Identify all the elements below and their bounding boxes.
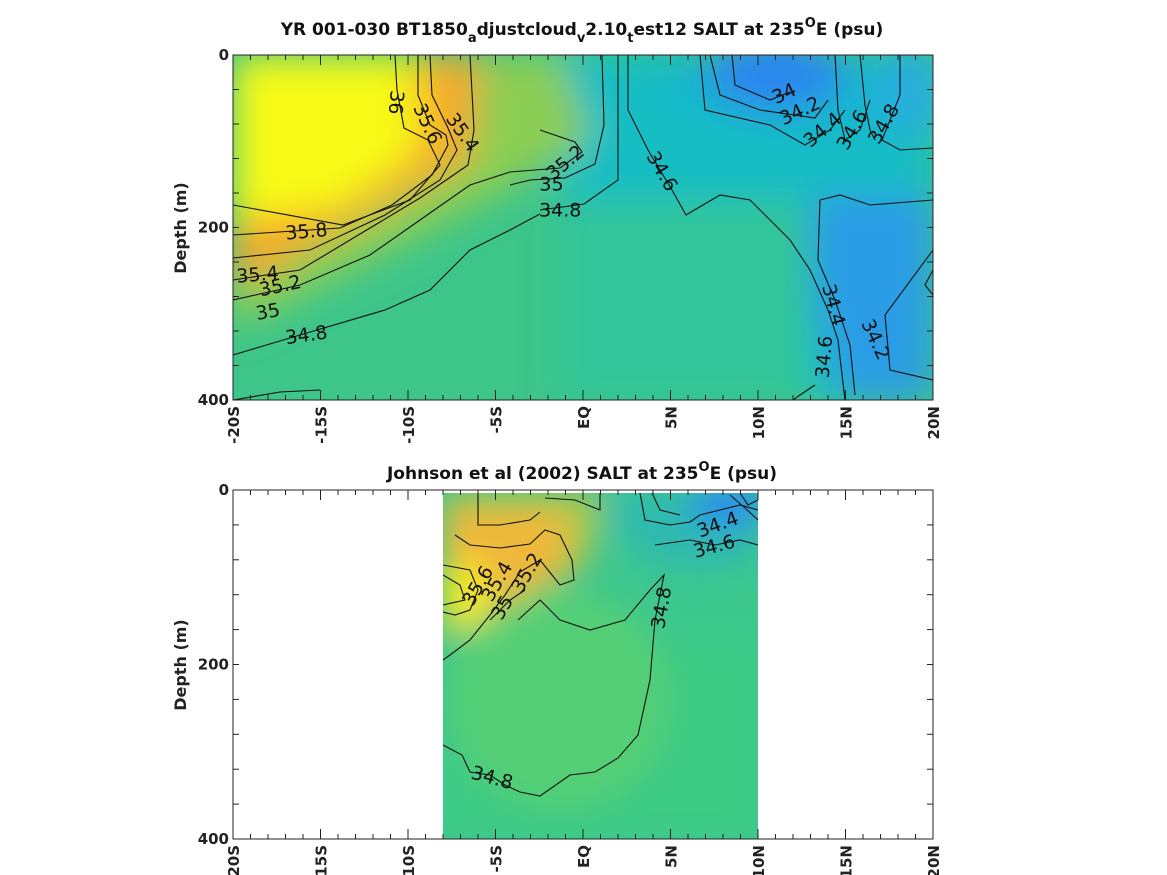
contour-label: 35.8 bbox=[284, 219, 328, 245]
x-tick-label: -20S bbox=[225, 406, 243, 444]
x-tick-label: -5S bbox=[488, 406, 506, 433]
x-tick-label: 15N bbox=[838, 845, 856, 875]
x-tick-label: -20S bbox=[225, 845, 243, 875]
contour-label: 35 bbox=[254, 299, 282, 325]
y-tick-label: 400 bbox=[198, 391, 229, 409]
salinity-field bbox=[443, 493, 758, 839]
x-tick-label: -10S bbox=[400, 406, 418, 444]
contour-label: 36 bbox=[384, 89, 408, 115]
x-tick-label: -15S bbox=[313, 406, 331, 444]
contour-lines bbox=[233, 55, 933, 400]
x-tick-label: -5S bbox=[488, 845, 506, 872]
y-tick-label: 0 bbox=[219, 481, 229, 499]
panel-observations: Johnson et al (2002) SALT at 235OE (psu) bbox=[171, 460, 943, 875]
x-tick-label: EQ bbox=[575, 406, 593, 429]
x-tick-label: 5N bbox=[663, 845, 681, 868]
x-tick-label: 5N bbox=[663, 406, 681, 429]
x-tick-label: 15N bbox=[838, 406, 856, 439]
x-tick-label: EQ bbox=[575, 845, 593, 868]
contour-lines bbox=[443, 493, 758, 797]
contour-label: 35.4 bbox=[235, 262, 279, 288]
panel-title: Johnson et al (2002) SALT at 235OE (psu) bbox=[386, 460, 777, 484]
contour-label: 35 bbox=[539, 173, 563, 195]
contour-label: 34.8 bbox=[539, 199, 581, 221]
x-tick-label: 20N bbox=[925, 845, 943, 875]
panel-model: YR 001-030 BT1850adjustcloudv2.10test12 … bbox=[171, 16, 943, 444]
axes: -20S -15S -10S -5S EQ 5N 10N 15N 20N 0 200 400 bbox=[198, 46, 943, 444]
y-tick-label: 200 bbox=[198, 219, 229, 237]
y-axis-label: Depth (m) bbox=[171, 619, 190, 711]
x-tick-label: -10S bbox=[400, 845, 418, 875]
y-tick-label: 400 bbox=[198, 830, 229, 848]
salinity-field bbox=[233, 55, 933, 400]
contour-label: 34.6 bbox=[812, 335, 838, 379]
y-axis-label: Depth (m) bbox=[171, 182, 190, 274]
panel-title: YR 001-030 BT1850adjustcloudv2.10test12 … bbox=[280, 16, 884, 46]
x-tick-label: 10N bbox=[750, 406, 768, 439]
axes: -20S -15S -10S -5S EQ 5N 10N 15N 20N 0 200 400 bbox=[198, 481, 943, 875]
x-tick-label: -15S bbox=[313, 845, 331, 875]
y-tick-label: 200 bbox=[198, 656, 229, 674]
y-tick-label: 0 bbox=[219, 46, 229, 64]
x-tick-label: 20N bbox=[925, 406, 943, 439]
x-tick-label: 10N bbox=[750, 845, 768, 875]
